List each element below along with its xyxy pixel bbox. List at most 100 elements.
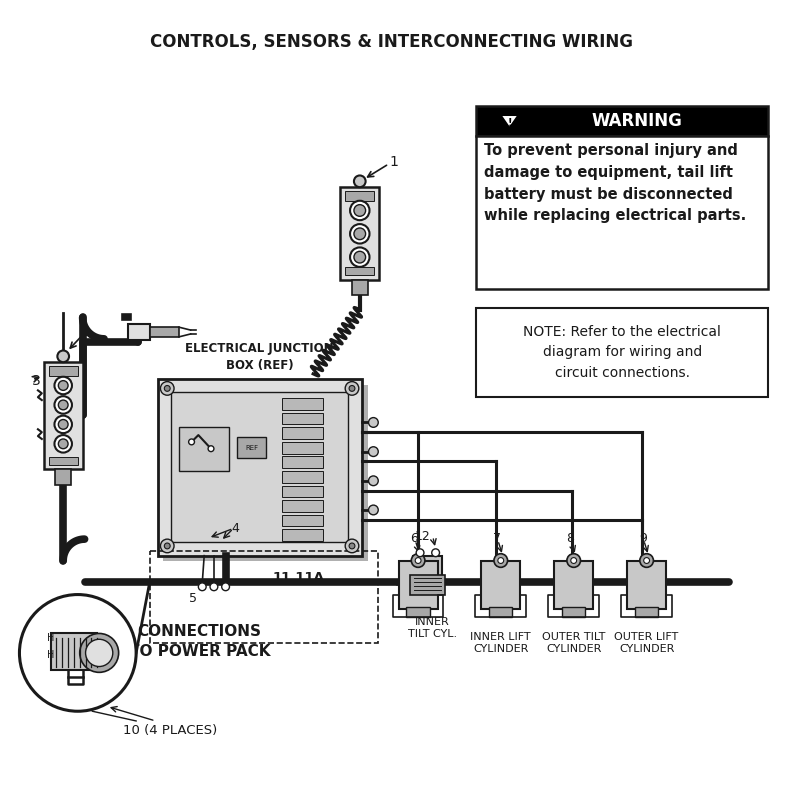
Text: 7: 7 xyxy=(493,532,501,545)
FancyBboxPatch shape xyxy=(48,458,77,465)
FancyBboxPatch shape xyxy=(56,469,71,484)
FancyBboxPatch shape xyxy=(157,379,362,555)
Circle shape xyxy=(416,549,424,557)
Text: 11,11A: 11,11A xyxy=(273,571,324,584)
Text: 10 (4 PLACES): 10 (4 PLACES) xyxy=(123,724,217,737)
Circle shape xyxy=(80,634,119,672)
Circle shape xyxy=(354,251,366,263)
FancyBboxPatch shape xyxy=(413,555,442,590)
Circle shape xyxy=(350,201,370,220)
FancyBboxPatch shape xyxy=(476,106,768,135)
FancyBboxPatch shape xyxy=(399,560,437,609)
Circle shape xyxy=(345,539,359,553)
Circle shape xyxy=(494,554,508,567)
Text: OUTER TILT
CYLINDER: OUTER TILT CYLINDER xyxy=(542,632,605,654)
FancyBboxPatch shape xyxy=(282,471,323,483)
FancyBboxPatch shape xyxy=(352,280,367,295)
FancyBboxPatch shape xyxy=(171,393,348,542)
Circle shape xyxy=(350,224,370,243)
FancyBboxPatch shape xyxy=(554,560,593,609)
Circle shape xyxy=(349,385,355,392)
Circle shape xyxy=(415,558,421,563)
Text: 3: 3 xyxy=(32,374,41,388)
Circle shape xyxy=(222,583,229,591)
FancyBboxPatch shape xyxy=(282,501,323,512)
Text: !: ! xyxy=(508,118,512,128)
Circle shape xyxy=(210,583,218,591)
FancyBboxPatch shape xyxy=(562,607,585,617)
Circle shape xyxy=(86,639,113,667)
Circle shape xyxy=(161,539,174,553)
Circle shape xyxy=(54,435,72,453)
FancyBboxPatch shape xyxy=(489,607,512,617)
Circle shape xyxy=(165,385,170,392)
FancyBboxPatch shape xyxy=(282,486,323,497)
Circle shape xyxy=(57,351,69,362)
Text: 9: 9 xyxy=(639,532,646,545)
FancyBboxPatch shape xyxy=(282,442,323,454)
Circle shape xyxy=(369,418,378,427)
Circle shape xyxy=(567,554,580,567)
Circle shape xyxy=(354,228,366,239)
FancyBboxPatch shape xyxy=(282,530,323,541)
Text: H: H xyxy=(47,650,54,660)
FancyBboxPatch shape xyxy=(282,413,323,425)
Text: CONNECTIONS
TO POWER PACK: CONNECTIONS TO POWER PACK xyxy=(128,624,270,659)
Circle shape xyxy=(369,505,378,515)
FancyBboxPatch shape xyxy=(282,398,323,409)
FancyBboxPatch shape xyxy=(627,560,666,609)
Circle shape xyxy=(199,583,206,591)
Circle shape xyxy=(19,595,136,711)
FancyBboxPatch shape xyxy=(163,384,367,562)
FancyBboxPatch shape xyxy=(341,187,379,280)
FancyBboxPatch shape xyxy=(150,327,179,337)
FancyBboxPatch shape xyxy=(237,437,266,459)
Circle shape xyxy=(189,439,194,445)
FancyBboxPatch shape xyxy=(635,607,659,617)
FancyBboxPatch shape xyxy=(282,515,323,526)
Circle shape xyxy=(349,543,355,549)
Circle shape xyxy=(58,439,68,449)
Circle shape xyxy=(54,376,72,394)
Circle shape xyxy=(498,558,504,563)
FancyBboxPatch shape xyxy=(282,427,323,439)
Text: CONTROLS, SENSORS & INTERCONNECTING WIRING: CONTROLS, SENSORS & INTERCONNECTING WIRI… xyxy=(150,33,633,52)
Circle shape xyxy=(161,381,174,395)
FancyBboxPatch shape xyxy=(179,427,229,471)
Text: To prevent personal injury and
damage to equipment, tail lift
battery must be di: To prevent personal injury and damage to… xyxy=(484,143,746,223)
FancyBboxPatch shape xyxy=(407,607,430,617)
Circle shape xyxy=(644,558,650,563)
Text: INNER LIFT
CYLINDER: INNER LIFT CYLINDER xyxy=(470,632,531,654)
Circle shape xyxy=(369,476,378,486)
Circle shape xyxy=(369,447,378,456)
Text: ELECTRICAL JUNCTION
BOX (REF): ELECTRICAL JUNCTION BOX (REF) xyxy=(186,343,334,372)
Circle shape xyxy=(350,247,370,267)
Text: 2: 2 xyxy=(82,325,91,339)
Circle shape xyxy=(354,205,366,216)
Text: INNER
TILT CYL.: INNER TILT CYL. xyxy=(408,617,458,639)
Circle shape xyxy=(345,381,359,395)
Text: 5: 5 xyxy=(189,592,197,605)
FancyBboxPatch shape xyxy=(48,366,77,376)
Circle shape xyxy=(58,380,68,390)
Circle shape xyxy=(640,554,654,567)
Circle shape xyxy=(208,446,214,451)
Circle shape xyxy=(571,558,577,563)
Circle shape xyxy=(412,554,425,567)
FancyBboxPatch shape xyxy=(282,456,323,468)
FancyBboxPatch shape xyxy=(345,267,374,275)
Circle shape xyxy=(58,400,68,409)
Text: 6: 6 xyxy=(410,532,418,545)
Circle shape xyxy=(354,176,366,187)
Text: 1: 1 xyxy=(389,155,398,168)
Circle shape xyxy=(54,416,72,433)
Circle shape xyxy=(54,397,72,413)
FancyBboxPatch shape xyxy=(345,191,374,201)
Circle shape xyxy=(58,420,68,430)
Text: 4: 4 xyxy=(232,522,239,535)
FancyBboxPatch shape xyxy=(476,135,768,289)
Circle shape xyxy=(432,549,440,557)
FancyBboxPatch shape xyxy=(410,575,445,595)
FancyBboxPatch shape xyxy=(476,308,768,397)
Text: WARNING: WARNING xyxy=(592,112,683,130)
